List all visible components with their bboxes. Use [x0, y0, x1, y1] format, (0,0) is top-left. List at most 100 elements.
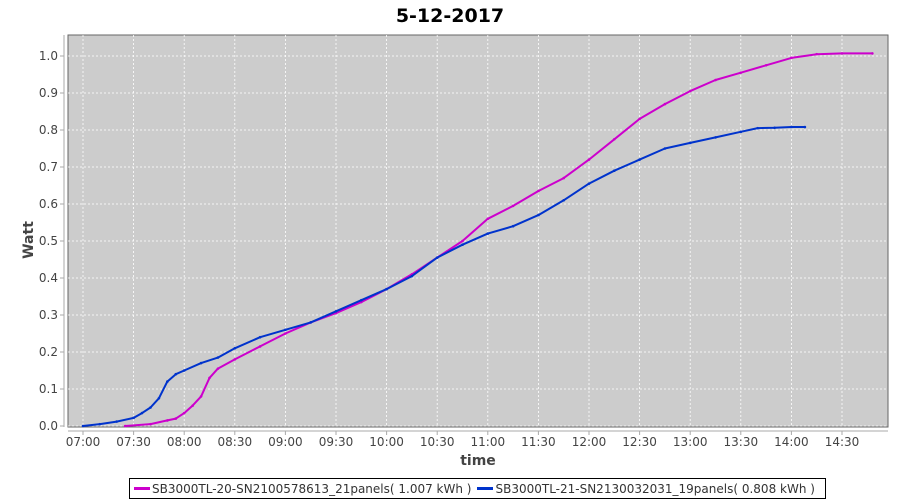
data-point: [166, 380, 169, 383]
y-tick-label: 0.5: [39, 234, 58, 248]
x-tick-label: 07:00: [66, 435, 101, 449]
data-point: [81, 424, 85, 428]
data-point: [360, 298, 363, 302]
x-tick-label: 11:30: [521, 435, 556, 449]
data-point: [871, 52, 874, 55]
data-point: [216, 367, 220, 370]
legend-swatch: [477, 487, 494, 490]
y-tick-label: 0.0: [39, 419, 58, 433]
legend-label: SB3000TL-20-SN2100578613_21panels( 1.007…: [152, 481, 472, 496]
legend-item-series-1: SB3000TL-20-SN2100578613_21panels( 1.007…: [134, 482, 471, 496]
data-point: [587, 182, 591, 185]
data-point: [157, 396, 161, 400]
y-axis-label: Watt: [21, 221, 37, 259]
data-point: [613, 169, 616, 172]
y-tick-label: 0.7: [39, 160, 58, 174]
data-point: [149, 406, 152, 409]
y-tick-label: 0.3: [39, 308, 58, 322]
data-point: [233, 358, 237, 361]
x-tick-label: 14:00: [774, 435, 809, 449]
y-tick-label: 0.9: [39, 86, 58, 100]
legend-swatch: [134, 487, 150, 490]
data-point: [562, 199, 565, 202]
data-point: [258, 335, 262, 339]
legend-label: SB3000TL-21-SN2130032031_19panels( 0.808…: [495, 481, 815, 496]
data-point: [132, 416, 135, 420]
data-point: [258, 345, 262, 348]
y-tick-label: 0.1: [39, 382, 58, 396]
legend-item-series-2: SB3000TL-21-SN2130032031_19panels( 0.808…: [477, 481, 815, 496]
x-axis-label: time: [460, 453, 496, 469]
data-point: [486, 232, 490, 235]
data-point: [790, 56, 793, 60]
data-point: [233, 347, 237, 350]
data-point: [790, 125, 793, 129]
data-point: [461, 243, 464, 246]
data-point: [688, 89, 692, 93]
y-tick-label: 0.2: [39, 345, 58, 359]
data-point: [191, 404, 194, 407]
data-point: [334, 310, 338, 313]
x-tick-label: 12:30: [622, 435, 657, 449]
data-point: [840, 52, 844, 55]
data-point: [199, 395, 203, 398]
legend: SB3000TL-20-SN2100578613_21panels( 1.007…: [129, 478, 826, 499]
data-point: [511, 224, 515, 228]
x-tick-label: 13:00: [673, 435, 708, 449]
data-point: [638, 158, 641, 161]
x-tick-label: 10:30: [420, 435, 455, 449]
y-tick-label: 1.0: [39, 49, 58, 63]
data-point: [537, 189, 540, 193]
data-point: [587, 158, 591, 161]
data-point: [739, 71, 743, 74]
data-point: [174, 372, 178, 376]
data-point: [688, 141, 692, 145]
x-tick-label: 09:00: [268, 435, 303, 449]
chart-title: 5-12-2017: [396, 5, 504, 27]
x-tick-label: 13:30: [724, 435, 759, 449]
data-point: [537, 213, 540, 217]
data-point: [815, 52, 818, 56]
data-point: [714, 136, 717, 139]
data-point: [199, 361, 203, 365]
data-point: [739, 130, 743, 134]
x-tick-label: 14:30: [825, 435, 860, 449]
data-point: [208, 376, 211, 380]
data-point: [284, 328, 287, 332]
x-tick-label: 08:00: [167, 435, 202, 449]
x-tick-label: 10:00: [369, 435, 404, 449]
x-tick-label: 11:00: [471, 435, 506, 449]
data-point: [216, 356, 220, 359]
data-point: [663, 147, 667, 150]
x-tick-label: 09:30: [319, 435, 354, 449]
data-point: [803, 125, 807, 129]
data-point: [115, 420, 119, 423]
y-tick-label: 0.4: [39, 271, 58, 285]
data-point: [140, 411, 144, 415]
data-point: [166, 419, 169, 422]
data-point: [663, 102, 667, 106]
data-point: [764, 63, 768, 67]
data-point: [284, 332, 287, 335]
data-point: [511, 204, 515, 208]
data-point: [309, 321, 313, 324]
data-point: [410, 274, 414, 278]
data-point: [98, 422, 102, 426]
x-tick-label: 07:30: [116, 435, 151, 449]
data-point: [486, 217, 490, 221]
y-tick-label: 0.6: [39, 197, 58, 211]
data-point: [613, 137, 616, 141]
data-point: [385, 287, 388, 291]
data-point: [756, 126, 759, 130]
data-point: [773, 126, 776, 130]
y-tick-label: 0.8: [39, 123, 58, 137]
x-tick-label: 12:00: [572, 435, 607, 449]
data-point: [461, 239, 464, 243]
data-point: [123, 424, 127, 428]
data-point: [174, 417, 178, 420]
data-point: [638, 117, 641, 121]
data-point: [562, 176, 565, 180]
data-point: [182, 411, 186, 415]
data-point: [435, 256, 439, 259]
